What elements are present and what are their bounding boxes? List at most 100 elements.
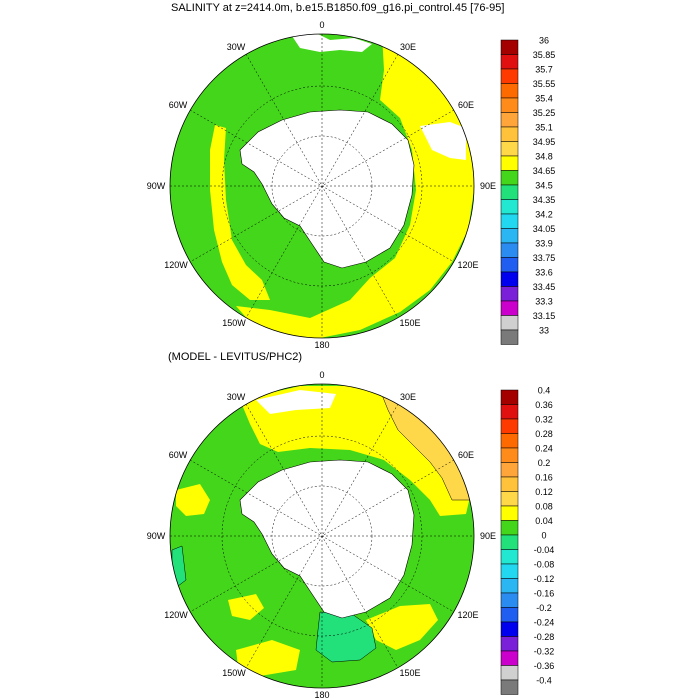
lon-label-0: 0	[319, 20, 324, 30]
difference-colorbar-label: 0.28	[535, 429, 553, 439]
salinity-high-region	[236, 34, 474, 338]
difference-map-panel: 0 30E 60E 90E 120E 150E 180 150W 120W 90…	[0, 350, 700, 700]
difference-colorbar-swatch	[500, 549, 519, 565]
lon-label-60w: 60W	[169, 100, 188, 110]
difference-colorbar-label: 0.04	[535, 516, 553, 526]
lon-label-180: 180	[314, 340, 329, 350]
lon-label-30e: 30E	[400, 392, 416, 402]
salinity-colorbar: 36 35.85 35.7 35.55 35.4 35.25 35.1 34.95 34.8 34…	[500, 36, 556, 345]
salinity-colorbar-swatch	[500, 228, 519, 244]
land-patch-north	[256, 390, 336, 414]
lat-lon-grid	[170, 34, 474, 338]
map-border	[169, 383, 475, 689]
salinity-colorbar-label: 35.7	[535, 65, 553, 75]
salinity-colorbar-swatch	[500, 315, 519, 331]
anomaly-patch-se	[366, 604, 438, 650]
difference-colorbar-label: -0.16	[534, 589, 555, 599]
lon-label-150w: 150W	[222, 668, 246, 678]
difference-colorbar-swatch	[500, 621, 519, 637]
anomaly-patch-west	[176, 484, 210, 516]
salinity-colorbar-label: 34.5	[535, 181, 553, 191]
salinity-colorbar-swatch	[500, 271, 519, 287]
difference-colorbar-swatch	[500, 650, 519, 666]
difference-colorbar-swatch	[500, 447, 519, 463]
difference-colorbar-swatch	[500, 404, 519, 420]
lon-label-90e: 90E	[480, 531, 496, 541]
salinity-colorbar-label: 35.25	[533, 108, 556, 118]
lon-label-180: 180	[314, 690, 329, 700]
salinity-colorbar-label: 34.8	[535, 152, 553, 162]
difference-polar-map: 0 30E 60E 90E 120E 150E 180 150W 120W 90…	[147, 370, 555, 700]
salinity-colorbar-swatch	[500, 97, 519, 113]
difference-colorbar-label: -0.08	[534, 560, 555, 570]
salinity-colorbar-swatch	[500, 68, 519, 84]
lon-label-60e: 60E	[458, 450, 474, 460]
difference-colorbar-label: -0.24	[534, 618, 555, 628]
difference-colorbar-swatch	[500, 433, 519, 449]
difference-colorbar-label: 0.08	[535, 502, 553, 512]
salinity-colorbar-swatch	[500, 141, 519, 157]
difference-colorbar-label: 0.24	[535, 444, 553, 454]
lon-label-90w: 90W	[147, 181, 166, 191]
salinity-colorbar-label: 33.3	[535, 297, 553, 307]
lon-label-90e: 90E	[480, 181, 496, 191]
salinity-colorbar-label: 34.65	[533, 166, 556, 176]
difference-colorbar-swatch	[500, 636, 519, 652]
anomaly-patch-sw	[228, 594, 264, 620]
salinity-colorbar-label: 35.85	[533, 50, 556, 60]
salinity-colorbar-swatch	[500, 286, 519, 302]
salinity-colorbar-label: 35.4	[535, 94, 553, 104]
lon-label-120e: 120E	[457, 610, 478, 620]
difference-colorbar-swatch	[500, 534, 519, 550]
salinity-colorbar-label: 33.45	[533, 282, 556, 292]
lon-label-60e: 60E	[458, 100, 474, 110]
difference-colorbar-swatch	[500, 389, 519, 405]
salinity-colorbar-swatch	[500, 155, 519, 171]
lon-label-30w: 30W	[227, 392, 246, 402]
difference-colorbar-swatch	[500, 418, 519, 434]
difference-colorbar-swatch	[500, 563, 519, 579]
top-panel-title: SALINITY at z=2414.0m, b.e15.B1850.f09_g…	[171, 2, 505, 14]
difference-colorbar-swatch	[500, 476, 519, 492]
salinity-colorbar-swatch	[500, 242, 519, 258]
lon-label-120e: 120E	[457, 260, 478, 270]
difference-colorbar-label: -0.32	[534, 647, 555, 657]
lon-label-120w: 120W	[164, 610, 188, 620]
lon-label-90w: 90W	[147, 531, 166, 541]
salinity-colorbar-label: 33.9	[535, 239, 553, 249]
salinity-colorbar-label: 35.1	[535, 123, 553, 133]
salinity-west-band	[210, 125, 270, 300]
salinity-colorbar-swatch	[500, 170, 519, 186]
land-patch-ne	[420, 122, 466, 160]
difference-colorbar-label: -0.04	[534, 545, 555, 555]
salinity-colorbar-swatch	[500, 213, 519, 229]
difference-colorbar-label: 0.12	[535, 487, 553, 497]
difference-colorbar-label: -0.28	[534, 632, 555, 642]
salinity-colorbar-label: 34.95	[533, 137, 556, 147]
negative-anomaly-region	[315, 611, 377, 663]
antarctica	[239, 459, 415, 619]
lon-label-0: 0	[319, 370, 324, 380]
salinity-colorbar-swatch	[500, 329, 519, 345]
salinity-colorbar-label: 34.2	[535, 210, 553, 220]
salinity-colorbar-label: 33	[539, 326, 549, 336]
antarctica	[239, 109, 415, 269]
difference-colorbar-swatch	[500, 607, 519, 623]
difference-colorbar-swatch	[500, 505, 519, 521]
difference-colorbar-label: -0.36	[534, 661, 555, 671]
difference-colorbar-label: 0	[541, 531, 546, 541]
salinity-colorbar-label: 35.55	[533, 79, 556, 89]
salinity-colorbar-swatch	[500, 199, 519, 215]
difference-colorbar-label: -0.4	[536, 676, 552, 686]
difference-colorbar-label: 0.16	[535, 473, 553, 483]
salinity-colorbar-swatch	[500, 39, 519, 55]
lon-label-30w: 30W	[227, 42, 246, 52]
top-lon-labels: 0 30E 60E 90E 120E 150E 180 150W 120W 90…	[147, 20, 496, 350]
salinity-colorbar-label: 34.05	[533, 224, 556, 234]
difference-colorbar-swatch	[500, 592, 519, 608]
salinity-colorbar-swatch	[500, 300, 519, 316]
lon-label-150e: 150E	[399, 318, 420, 328]
difference-colorbar: 0.4 0.36 0.32 0.28 0.24 0.2 0.16 0.12 0.08 0.04 0 -…	[500, 386, 555, 695]
difference-colorbar-label: 0.2	[538, 458, 551, 468]
salinity-colorbar-label: 33.15	[533, 311, 556, 321]
